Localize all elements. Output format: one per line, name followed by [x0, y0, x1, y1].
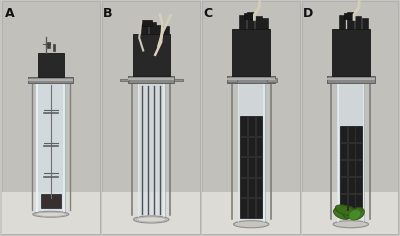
Bar: [28, 77, 73, 83]
Bar: [263, 80, 265, 222]
Bar: [36, 80, 38, 212]
Bar: [202, 1, 300, 234]
Bar: [302, 192, 398, 234]
Bar: [244, 13, 253, 19]
Ellipse shape: [136, 217, 166, 222]
Bar: [64, 80, 65, 212]
Bar: [227, 76, 275, 83]
Ellipse shape: [349, 210, 361, 220]
Ellipse shape: [35, 212, 67, 216]
Bar: [363, 80, 364, 222]
Bar: [340, 159, 362, 161]
Bar: [340, 142, 362, 144]
Bar: [347, 126, 349, 211]
Bar: [128, 76, 174, 83]
Bar: [240, 136, 262, 138]
Bar: [327, 76, 375, 83]
Bar: [120, 79, 129, 81]
Bar: [240, 116, 262, 218]
Text: B: B: [103, 7, 113, 20]
Bar: [340, 176, 362, 178]
Text: D: D: [303, 7, 314, 20]
Bar: [227, 78, 275, 80]
Bar: [163, 26, 169, 34]
Bar: [347, 12, 354, 29]
Bar: [337, 80, 364, 222]
Bar: [227, 78, 238, 82]
Bar: [239, 15, 246, 29]
Bar: [340, 193, 362, 195]
Bar: [28, 79, 73, 81]
Bar: [247, 12, 254, 29]
Bar: [53, 44, 56, 51]
Bar: [202, 192, 300, 234]
Ellipse shape: [335, 205, 354, 215]
Ellipse shape: [234, 221, 269, 228]
Bar: [142, 20, 152, 26]
Bar: [240, 197, 262, 199]
Bar: [138, 80, 165, 217]
Bar: [248, 116, 249, 218]
Ellipse shape: [33, 211, 69, 217]
Ellipse shape: [342, 206, 356, 219]
Bar: [163, 80, 165, 217]
Bar: [149, 22, 156, 34]
Ellipse shape: [134, 216, 169, 223]
Ellipse shape: [334, 208, 350, 219]
Bar: [47, 42, 50, 48]
Bar: [332, 29, 370, 76]
Bar: [327, 78, 375, 80]
Bar: [133, 34, 170, 76]
Bar: [354, 126, 356, 211]
Bar: [337, 80, 339, 222]
Bar: [355, 16, 361, 29]
Bar: [340, 126, 362, 211]
Bar: [2, 192, 100, 234]
Bar: [102, 1, 200, 234]
Bar: [41, 194, 61, 208]
Bar: [262, 18, 268, 29]
Bar: [362, 18, 368, 29]
Bar: [339, 15, 345, 29]
Bar: [2, 1, 100, 234]
Bar: [156, 25, 162, 34]
Text: A: A: [5, 7, 14, 20]
Text: C: C: [203, 7, 212, 20]
Bar: [344, 13, 352, 19]
Bar: [302, 1, 398, 234]
Bar: [238, 80, 239, 222]
Ellipse shape: [333, 221, 368, 228]
Bar: [232, 29, 270, 76]
Bar: [240, 156, 262, 158]
Bar: [102, 192, 200, 234]
Bar: [240, 177, 262, 179]
Bar: [255, 116, 256, 218]
Bar: [141, 24, 148, 34]
Ellipse shape: [349, 207, 364, 220]
Bar: [255, 16, 262, 29]
Bar: [36, 80, 65, 212]
Bar: [38, 53, 64, 77]
Bar: [267, 78, 277, 82]
Bar: [238, 80, 265, 222]
Bar: [128, 78, 174, 80]
Bar: [138, 80, 139, 217]
Bar: [174, 79, 183, 81]
